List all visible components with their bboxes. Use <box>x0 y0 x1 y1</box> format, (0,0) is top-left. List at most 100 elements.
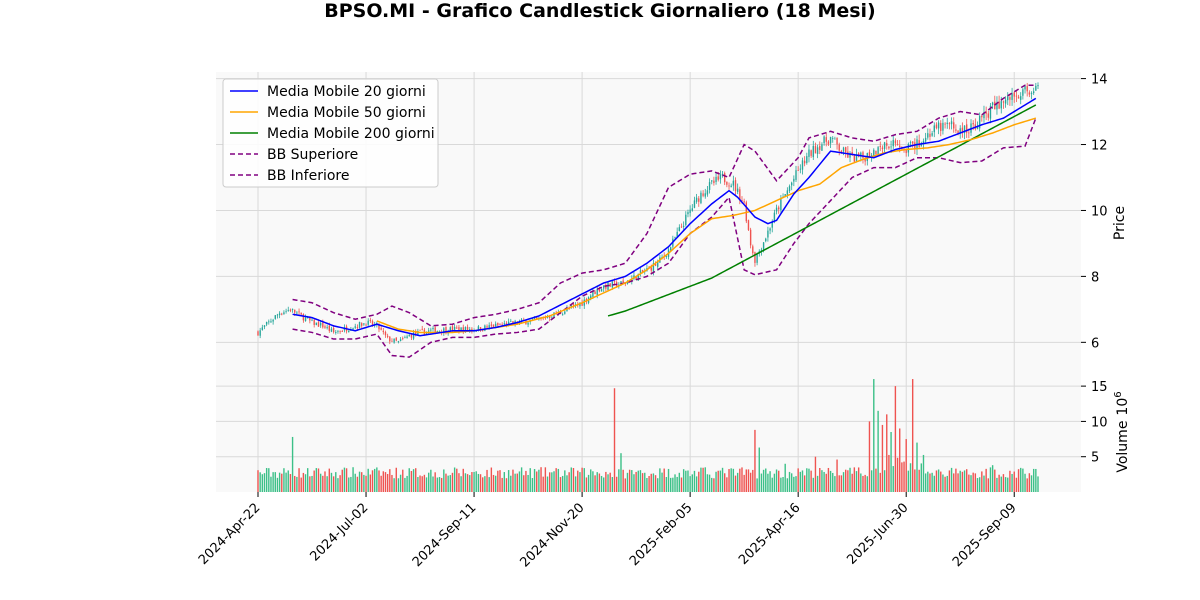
volume-bar <box>985 468 987 492</box>
candle-body <box>415 331 417 335</box>
volume-bar <box>674 474 676 492</box>
candle-body <box>719 174 722 180</box>
candle-body <box>983 112 985 119</box>
volume-bar <box>838 475 840 492</box>
volume-bar <box>447 475 449 492</box>
candle-body <box>572 304 575 306</box>
volume-bar <box>386 473 389 492</box>
volume-bar <box>328 468 331 492</box>
volume-bar <box>840 475 843 492</box>
candle-body <box>953 122 955 129</box>
candle-body <box>276 314 279 316</box>
volume-bar <box>577 470 579 492</box>
volume-bar <box>494 475 497 492</box>
volume-bar <box>942 474 944 492</box>
candle-body <box>501 324 503 326</box>
candle-body <box>899 145 901 147</box>
candle-body <box>961 127 964 133</box>
volume-bar <box>628 469 631 492</box>
volume-bar <box>957 473 959 492</box>
volume-bar <box>767 473 769 492</box>
volume-bar <box>762 469 765 492</box>
candle-body <box>713 180 715 183</box>
volume-bar <box>471 472 473 492</box>
volume-bar <box>402 469 404 492</box>
candle-body <box>341 331 343 333</box>
volume-bar <box>445 473 447 492</box>
ma200-line <box>607 104 1037 317</box>
volume-bar <box>257 470 259 492</box>
candle-body <box>583 299 585 306</box>
candle-body <box>598 289 601 292</box>
candle-body <box>311 319 313 321</box>
candle-body <box>810 150 812 156</box>
volume-bar <box>661 472 663 492</box>
volume-bar <box>626 472 629 492</box>
volume-bar <box>430 469 432 492</box>
candle-body <box>1009 97 1011 100</box>
volume-bar <box>529 468 531 492</box>
volume-bar <box>821 470 823 492</box>
volume-bar <box>814 456 817 492</box>
volume-bar <box>261 474 264 492</box>
volume-bar <box>883 470 886 492</box>
candle-body <box>335 332 337 333</box>
bb-upper-line <box>292 84 1036 327</box>
candle-body <box>265 322 268 325</box>
volume-bar <box>609 472 611 492</box>
volume-bar <box>1017 469 1020 492</box>
volume-bar <box>1013 471 1015 492</box>
candle-body <box>682 225 685 227</box>
volume-bar <box>937 469 940 492</box>
x-tick-label: 2024-Jul-02 <box>308 500 372 564</box>
candle-body <box>272 319 274 322</box>
candle-body <box>479 327 482 331</box>
volume-bar <box>345 468 348 492</box>
volume-bar <box>911 379 914 492</box>
candle-body <box>278 313 281 315</box>
volume-bar <box>548 472 551 492</box>
candle-body <box>289 309 292 311</box>
volume-bar <box>538 469 540 492</box>
volume-bar <box>317 468 320 492</box>
volume-bar <box>479 474 482 492</box>
volume-bar <box>866 476 869 492</box>
volume-bar <box>706 474 709 492</box>
volume-bar <box>518 471 521 492</box>
volume-bar <box>899 428 901 492</box>
volume-bar <box>315 468 318 492</box>
candle-body <box>268 321 270 323</box>
volume-bar <box>806 468 808 492</box>
volume-bar <box>1002 474 1005 492</box>
candle-body <box>281 313 283 315</box>
volume-bar <box>600 475 603 492</box>
legend: Media Mobile 20 giorni Media Mobile 50 gi… <box>222 78 439 188</box>
volume-bar <box>862 475 864 492</box>
volume-bar <box>330 472 333 492</box>
price-tick-label: 8 <box>1091 270 1099 285</box>
candle-body <box>263 325 266 327</box>
candle-body <box>907 143 910 153</box>
volume-bar <box>311 475 313 492</box>
volume-bar <box>587 474 590 492</box>
candle-body <box>458 327 460 332</box>
volume-bar <box>380 475 382 492</box>
volume-bar <box>873 379 875 492</box>
volume-bar <box>724 473 726 492</box>
volume-bar <box>561 475 564 492</box>
candle-body <box>548 316 551 318</box>
volume-bar <box>542 476 544 492</box>
volume-bar <box>946 475 948 492</box>
volume-bar <box>281 473 283 492</box>
volume-bar <box>304 474 307 492</box>
volume-bar <box>819 467 821 492</box>
candle-body <box>631 278 633 282</box>
candle-body <box>354 326 356 328</box>
candle-body <box>361 323 363 326</box>
candle-body <box>991 102 994 105</box>
volume-bar <box>734 475 737 492</box>
candle-body <box>752 246 754 254</box>
volume-bar <box>713 478 715 492</box>
candle-body <box>494 323 497 327</box>
